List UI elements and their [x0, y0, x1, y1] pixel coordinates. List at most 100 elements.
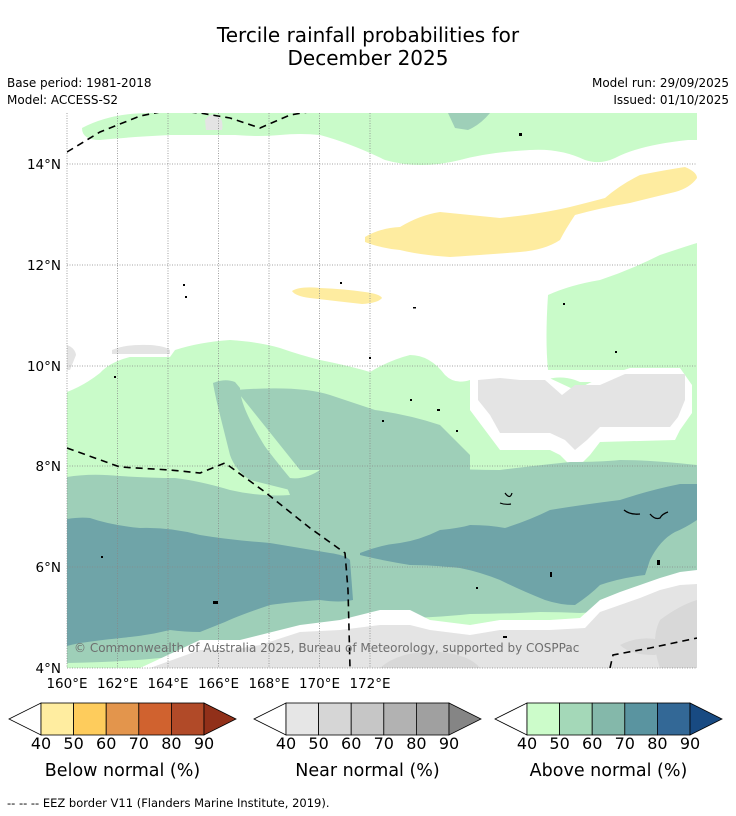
near-normal-50-patch-3 [655, 600, 697, 668]
island [213, 601, 218, 604]
island [456, 430, 458, 432]
colorbar-underflow-arrow [8, 702, 42, 736]
colorbar-underflow-arrow [494, 702, 528, 736]
island [437, 409, 440, 411]
latitude-tick-label: 6°N [36, 560, 61, 576]
island [114, 376, 116, 378]
island [183, 284, 185, 286]
above-normal-60-region-right [360, 484, 697, 605]
near-normal-40-region-bottom [150, 584, 697, 668]
below-normal-colorbar-title: Below normal (%) [44, 761, 201, 781]
island [413, 307, 416, 309]
island [519, 133, 522, 136]
colorbar-overflow-arrow [203, 702, 237, 736]
colorbar-tick-label: 60 [96, 734, 117, 753]
longitude-tick-label: 166°E [198, 676, 239, 692]
colorbar-segment [383, 702, 417, 736]
colorbar-underflow-arrow [253, 702, 287, 736]
island [563, 303, 565, 305]
colorbar-segment [415, 702, 450, 736]
colorbar-segment [624, 702, 658, 736]
meta-left: Base period: 1981-2018 Model: ACCESS-S2 [7, 75, 152, 109]
colorbar-tick-label: 50 [63, 734, 84, 753]
colorbar-segment [105, 702, 140, 736]
above-normal-40-region-top [82, 113, 697, 165]
below-normal-50-band [365, 167, 697, 257]
colorbar-tick-label: 80 [161, 734, 182, 753]
colorbar-tick-label: 70 [373, 734, 394, 753]
island [369, 357, 371, 359]
above-normal-40-region-right [546, 243, 697, 370]
near-normal-40-patch-edge [67, 345, 76, 370]
eez-borders [67, 113, 697, 668]
longitude-tick-label: 168°E [248, 676, 289, 692]
above-normal-50-tongue [213, 380, 470, 490]
colorbar-segment [285, 702, 319, 736]
island [503, 636, 507, 638]
island [476, 587, 478, 589]
latitude-tick-label: 12°N [27, 258, 61, 274]
colorbar-tick-label: 60 [582, 734, 603, 753]
atoll [623, 509, 669, 520]
latitude-tick-label: 14°N [27, 157, 61, 173]
colorbar-segment [40, 702, 74, 736]
latitude-tick-label: 4°N [36, 661, 61, 677]
colorbar-tick-label: 90 [193, 734, 215, 753]
island [185, 296, 187, 298]
chart-title-line-2: December 2025 [287, 46, 449, 70]
near-normal-50-patch-1 [620, 638, 664, 655]
colorbar-overflow-arrow [689, 702, 723, 736]
colorbar-tick-label: 80 [647, 734, 668, 753]
latitude-tick-label: 8°N [36, 459, 61, 475]
colorbar-segment [350, 702, 385, 736]
above-normal-colorbar-title: Above normal (%) [529, 761, 688, 781]
latitude-labels: 14°N 12°N 10°N 8°N 6°N 4°N [27, 157, 61, 677]
colorbar-segment [138, 702, 172, 736]
longitude-tick-label: 160°E [46, 676, 87, 692]
islands [101, 133, 669, 638]
probability-map: © Commonwealth of Australia 2025, Bureau… [27, 113, 697, 692]
longitude-tick-label: 172°E [349, 676, 390, 692]
latitude-tick-label: 10°N [27, 359, 61, 375]
longitude-tick-label: 164°E [147, 676, 188, 692]
island [615, 351, 617, 353]
colorbar-tick-label: 90 [679, 734, 701, 753]
below-normal-50-patch [292, 287, 382, 304]
colorbar-tick-label: 40 [275, 734, 297, 753]
colorbar-tick-label: 70 [128, 734, 149, 753]
colorbar-segment [591, 702, 626, 736]
model-run: Model run: 29/09/2025 [591, 76, 729, 90]
colorbar-segment [559, 702, 593, 736]
longitude-tick-label: 162°E [97, 676, 138, 692]
island [101, 556, 103, 558]
eez-border-north [67, 113, 307, 153]
island [410, 399, 412, 401]
eez-footnote: -- -- -- EEZ border V11 (Flanders Marine… [7, 796, 330, 810]
colorbar-tick-label: 40 [516, 734, 538, 753]
copyright-credit: © Commonwealth of Australia 2025, Bureau… [74, 641, 579, 655]
model-name: Model: ACCESS-S2 [7, 93, 119, 107]
island [382, 420, 384, 422]
near-normal-50-patch-2 [380, 651, 480, 668]
colorbar-tick-label: 90 [438, 734, 460, 753]
atoll [499, 492, 513, 505]
base-period: Base period: 1981-2018 [7, 76, 152, 90]
island [340, 282, 342, 284]
meta-right: Model run: 29/09/2025 Issued: 01/10/2025 [592, 75, 729, 109]
above-normal-60-region-left [67, 517, 353, 646]
map-fill-layers [67, 113, 697, 668]
colorbar-tick-label: 50 [308, 734, 329, 753]
colorbar-tick-label: 80 [406, 734, 427, 753]
near-normal-40-box [478, 374, 685, 450]
near-normal-colorbar [253, 702, 482, 736]
colorbar-segment [656, 702, 691, 736]
colorbar-tick-label: 70 [614, 734, 635, 753]
colorbar-segment [318, 702, 352, 736]
colorbar-tick-label: 40 [30, 734, 52, 753]
issued-date: Issued: 01/10/2025 [613, 93, 729, 107]
longitude-tick-label: 170°E [299, 676, 340, 692]
eez-border-southeast [609, 637, 697, 668]
near-normal-40-patch-left [112, 344, 170, 354]
above-normal-colorbar [494, 702, 723, 736]
above-normal-50-patch-top [448, 113, 490, 130]
